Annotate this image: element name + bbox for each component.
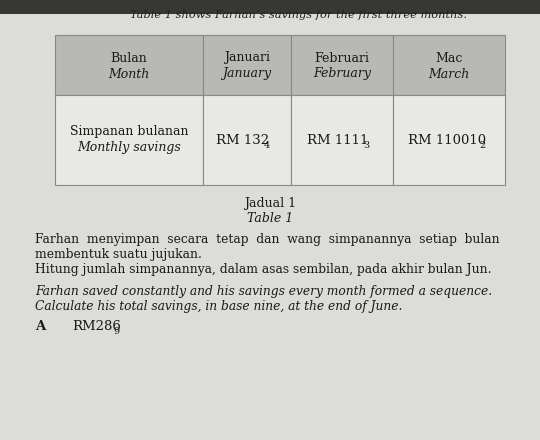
- Text: Monthly savings: Monthly savings: [77, 142, 181, 154]
- Text: Hitung jumlah simpanannya, dalam asas sembilan, pada akhir bulan Jun.: Hitung jumlah simpanannya, dalam asas se…: [35, 263, 491, 276]
- Bar: [291, 95, 393, 185]
- Text: Mac: Mac: [435, 51, 463, 65]
- Text: 9: 9: [113, 327, 119, 336]
- Bar: [0, 0, 540, 14]
- Text: Calculate his total savings, in base nine, at the end of June.: Calculate his total savings, in base nin…: [35, 300, 402, 313]
- Text: A: A: [35, 320, 45, 333]
- Text: RM 110010: RM 110010: [408, 133, 486, 147]
- Bar: [203, 35, 291, 95]
- Text: January: January: [222, 67, 272, 81]
- Text: RM 132: RM 132: [217, 133, 269, 147]
- Text: Februari: Februari: [314, 51, 369, 65]
- Bar: [393, 95, 505, 185]
- Text: March: March: [428, 67, 470, 81]
- Text: Farhan saved constantly and his savings every month formed a sequence.: Farhan saved constantly and his savings …: [35, 285, 492, 298]
- Text: membentuk suatu jujukan.: membentuk suatu jujukan.: [35, 248, 202, 261]
- Bar: [291, 35, 393, 95]
- Text: Simpanan bulanan: Simpanan bulanan: [70, 125, 188, 139]
- Text: February: February: [313, 67, 371, 81]
- Text: 4: 4: [264, 140, 270, 150]
- Text: Table 1: Table 1: [247, 212, 293, 225]
- Bar: [203, 95, 291, 185]
- Text: Farhan  menyimpan  secara  tetap  dan  wang  simpanannya  setiap  bulan: Farhan menyimpan secara tetap dan wang s…: [35, 233, 500, 246]
- Text: 2: 2: [479, 140, 485, 150]
- Text: RM286: RM286: [72, 320, 121, 333]
- Text: Januari: Januari: [224, 51, 270, 65]
- Text: Jadual 1: Jadual 1: [244, 197, 296, 210]
- Text: Table 1 shows Farhan’s savings for the first three months.: Table 1 shows Farhan’s savings for the f…: [130, 10, 467, 20]
- Bar: [55, 95, 203, 185]
- Text: 3: 3: [363, 140, 369, 150]
- Text: Month: Month: [109, 67, 150, 81]
- Text: RM 1111: RM 1111: [307, 133, 369, 147]
- Bar: [55, 35, 203, 95]
- Text: Bulan: Bulan: [111, 51, 147, 65]
- Bar: [393, 35, 505, 95]
